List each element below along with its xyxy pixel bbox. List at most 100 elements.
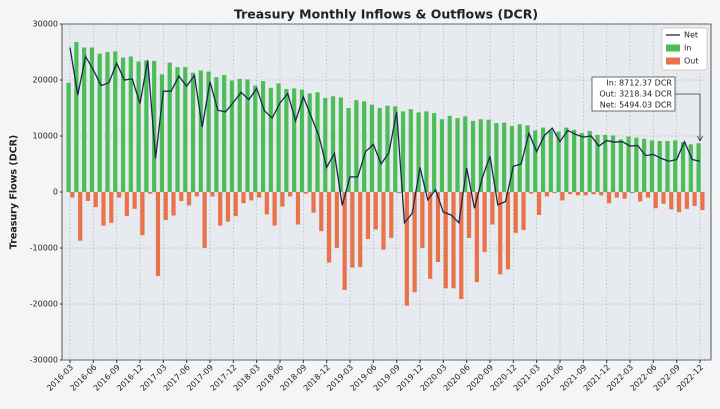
bar <box>144 60 149 193</box>
bar <box>517 124 522 192</box>
bar <box>564 127 569 192</box>
bar <box>237 78 242 192</box>
bar <box>688 144 693 192</box>
bar <box>214 77 219 192</box>
bar <box>525 125 530 192</box>
bar <box>614 192 619 198</box>
bar <box>645 192 651 198</box>
legend-label: In <box>684 44 691 53</box>
bar <box>326 192 332 263</box>
bar <box>140 192 145 236</box>
bar <box>603 134 608 192</box>
bar <box>311 192 316 213</box>
bar <box>89 47 95 192</box>
bar <box>155 192 161 276</box>
bar <box>669 192 674 210</box>
bar <box>128 56 133 193</box>
bar <box>256 192 262 198</box>
bar <box>334 192 339 248</box>
bar <box>276 83 281 192</box>
bar <box>132 192 137 209</box>
bar <box>587 130 592 192</box>
bar <box>400 111 406 192</box>
bar <box>74 41 79 192</box>
bar <box>206 71 211 192</box>
bar <box>101 192 106 226</box>
bar <box>606 192 612 204</box>
bar <box>548 130 553 192</box>
bar <box>513 192 518 233</box>
bar <box>634 137 639 192</box>
bar <box>466 192 472 238</box>
bar <box>116 192 122 198</box>
bar <box>459 192 464 299</box>
bar <box>680 142 686 192</box>
bar <box>159 74 165 192</box>
bar <box>552 192 557 194</box>
y-tick-label: 10000 <box>33 132 58 141</box>
bar <box>260 81 266 192</box>
bar <box>66 82 71 192</box>
bar <box>521 192 526 231</box>
bar <box>362 101 367 192</box>
annotation-text: In: 8712.37 DCR <box>606 79 672 88</box>
bar <box>676 192 682 213</box>
bar <box>253 85 258 192</box>
bar <box>443 192 448 289</box>
bar <box>323 97 328 192</box>
bar <box>280 192 285 207</box>
bar <box>474 192 479 283</box>
bar <box>330 96 336 192</box>
bar <box>572 129 577 192</box>
bar <box>591 192 596 195</box>
bar <box>202 192 207 248</box>
bar <box>649 140 655 192</box>
bar <box>183 67 188 192</box>
bar <box>700 192 705 211</box>
bar <box>229 80 235 192</box>
bar <box>389 192 394 238</box>
bar <box>70 192 75 198</box>
bar <box>536 192 542 215</box>
bar <box>579 133 585 192</box>
bar <box>404 192 409 306</box>
bar <box>120 57 126 192</box>
bar <box>428 192 433 279</box>
bar <box>85 192 91 201</box>
bar <box>171 192 176 216</box>
bar <box>175 67 180 192</box>
bar <box>365 192 371 240</box>
bar <box>303 192 308 194</box>
bar <box>439 119 445 192</box>
bar <box>610 135 616 192</box>
bar <box>575 192 581 196</box>
bar <box>319 192 324 232</box>
bar <box>482 192 487 252</box>
bar <box>113 51 118 192</box>
bar <box>661 192 666 204</box>
bar <box>626 136 631 192</box>
bar <box>272 192 277 226</box>
bar <box>396 192 402 194</box>
bar <box>97 53 102 193</box>
bar <box>93 192 98 208</box>
bar <box>241 192 246 204</box>
bar <box>529 192 534 194</box>
bar <box>494 123 499 192</box>
bar <box>420 192 425 248</box>
bar <box>381 192 386 250</box>
bar <box>373 192 378 230</box>
annotation-box <box>591 76 676 112</box>
bar <box>78 192 83 241</box>
bar <box>338 97 343 192</box>
y-tick-label: -10000 <box>30 244 58 253</box>
bar <box>533 130 538 192</box>
y-tick-label: 20000 <box>33 76 58 85</box>
bar <box>377 108 382 192</box>
bar <box>412 192 417 293</box>
bar <box>642 138 647 192</box>
chart-title: Treasury Monthly Inflows & Outflows (DCR… <box>234 7 538 22</box>
bar <box>393 106 398 192</box>
